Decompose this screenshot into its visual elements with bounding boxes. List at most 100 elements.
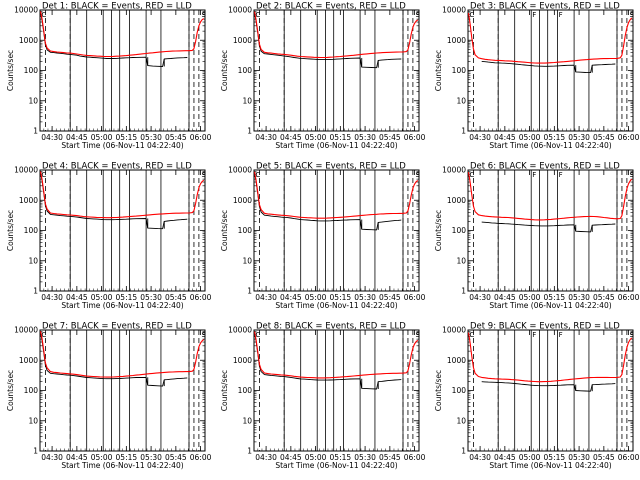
y-tick-label: 10 bbox=[242, 96, 252, 105]
x-tick-label: 06:00 bbox=[404, 453, 426, 462]
y-tick-label: 100 bbox=[238, 386, 253, 395]
y-tick-label: 1 bbox=[33, 127, 38, 136]
y-tick-label: 1000 bbox=[233, 196, 252, 205]
y-tick-label: 100 bbox=[452, 226, 467, 235]
series-events-line bbox=[481, 221, 616, 233]
interval-marker: F bbox=[532, 331, 536, 339]
interval-marker: C bbox=[255, 331, 260, 339]
x-tick-label: 05:00 bbox=[305, 293, 327, 302]
x-tick-label: 04:45 bbox=[494, 133, 516, 142]
x-tick-label: 05:15 bbox=[116, 453, 138, 462]
x-tick-label: 04:30 bbox=[469, 453, 491, 462]
y-tick-label: 10000 bbox=[14, 326, 38, 335]
x-tick-label: 04:45 bbox=[494, 453, 516, 462]
x-tick-label: 05:45 bbox=[379, 133, 401, 142]
x-tick-label: 05:00 bbox=[305, 133, 327, 142]
series-lld-line bbox=[467, 332, 633, 383]
panel-det-6: Det 6: BLACK = Events, RED = LLD 1 10 100 10… bbox=[434, 162, 640, 311]
panel-title: Det 1: BLACK = Events, RED = LLD bbox=[42, 2, 192, 12]
y-tick-label: 10 bbox=[242, 256, 252, 265]
y-tick-label: 1000 bbox=[233, 356, 252, 365]
interval-marker: S bbox=[202, 11, 207, 19]
x-tick-label: 05:45 bbox=[165, 293, 187, 302]
interval-marker: F bbox=[532, 11, 536, 19]
panel-det-5: Det 5: BLACK = Events, RED = LLD 1 10 100 10… bbox=[220, 162, 426, 311]
x-tick-label: 04:30 bbox=[41, 453, 63, 462]
x-axis-label: Start Time (06-Nov-11 04:22:40) bbox=[61, 141, 183, 150]
panel-title: Det 9: BLACK = Events, RED = LLD bbox=[470, 322, 620, 332]
y-tick-label: 1 bbox=[461, 447, 466, 456]
y-tick-label: 10000 bbox=[442, 6, 466, 15]
x-tick-label: 05:15 bbox=[544, 133, 566, 142]
x-tick-label: 06:00 bbox=[190, 453, 212, 462]
x-tick-label: 04:30 bbox=[469, 133, 491, 142]
panel-det-3: Det 3: BLACK = Events, RED = LLD 1 10 100 10… bbox=[434, 2, 640, 151]
series-lld-line bbox=[467, 12, 633, 64]
x-tick-label: 05:30 bbox=[568, 453, 590, 462]
x-tick-label: 05:00 bbox=[91, 133, 113, 142]
interval-marker: C bbox=[41, 171, 46, 179]
x-axis-label: Start Time (06-Nov-11 04:22:40) bbox=[275, 301, 397, 310]
x-tick-label: 05:15 bbox=[330, 133, 352, 142]
series-lld-line bbox=[253, 331, 419, 379]
y-axis-label: Counts/sec bbox=[434, 50, 443, 91]
x-axis-label: Start Time (06-Nov-11 04:22:40) bbox=[489, 141, 611, 150]
panel-title: Det 5: BLACK = Events, RED = LLD bbox=[256, 162, 406, 172]
x-tick-label: 05:15 bbox=[116, 133, 138, 142]
x-tick-label: 04:30 bbox=[41, 133, 63, 142]
x-tick-label: 04:45 bbox=[494, 293, 516, 302]
y-tick-label: 100 bbox=[24, 386, 39, 395]
y-tick-label: 1 bbox=[247, 287, 252, 296]
y-tick-label: 10000 bbox=[228, 166, 252, 175]
x-tick-label: 05:30 bbox=[140, 453, 162, 462]
plot-frame bbox=[39, 169, 206, 292]
y-tick-label: 100 bbox=[238, 226, 253, 235]
x-axis-label: Start Time (06-Nov-11 04:22:40) bbox=[275, 461, 397, 470]
x-tick-label: 05:30 bbox=[568, 133, 590, 142]
y-tick-label: 10 bbox=[456, 416, 466, 425]
y-tick-label: 1000 bbox=[19, 356, 38, 365]
series-events-line bbox=[481, 60, 616, 74]
x-tick-label: 04:30 bbox=[469, 293, 491, 302]
y-tick-label: 10000 bbox=[14, 166, 38, 175]
y-axis-label: Counts/sec bbox=[434, 370, 443, 411]
plot-frame bbox=[467, 329, 634, 452]
y-tick-label: 10000 bbox=[14, 6, 38, 15]
x-tick-label: 05:15 bbox=[330, 453, 352, 462]
x-tick-label: 05:45 bbox=[379, 453, 401, 462]
y-tick-label: 1 bbox=[461, 287, 466, 296]
y-axis-label: Counts/sec bbox=[6, 210, 15, 251]
interval-marker: S bbox=[630, 11, 635, 19]
plot-frame bbox=[253, 329, 420, 452]
x-tick-label: 06:00 bbox=[618, 133, 640, 142]
y-tick-label: 100 bbox=[452, 66, 467, 75]
x-tick-label: 04:45 bbox=[66, 453, 88, 462]
y-tick-label: 10000 bbox=[442, 326, 466, 335]
series-events-line bbox=[40, 332, 188, 387]
x-tick-label: 05:00 bbox=[91, 453, 113, 462]
panel-title: Det 8: BLACK = Events, RED = LLD bbox=[256, 322, 406, 332]
x-tick-label: 05:45 bbox=[165, 133, 187, 142]
x-tick-label: 06:00 bbox=[618, 293, 640, 302]
interval-marker: C bbox=[41, 11, 46, 19]
x-tick-label: 05:30 bbox=[140, 293, 162, 302]
y-axis-label: Counts/sec bbox=[6, 50, 15, 91]
x-tick-label: 04:45 bbox=[280, 293, 302, 302]
x-tick-label: 04:45 bbox=[280, 453, 302, 462]
x-axis-label: Start Time (06-Nov-11 04:22:40) bbox=[61, 461, 183, 470]
interval-marker: F bbox=[559, 11, 563, 19]
y-tick-label: 1000 bbox=[19, 196, 38, 205]
y-axis-label: Counts/sec bbox=[220, 370, 229, 411]
interval-marker: F bbox=[532, 171, 536, 179]
y-tick-label: 100 bbox=[24, 66, 39, 75]
interval-marker: C bbox=[255, 171, 260, 179]
y-axis-label: Counts/sec bbox=[6, 370, 15, 411]
x-tick-label: 05:00 bbox=[519, 293, 541, 302]
interval-marker: S bbox=[630, 171, 635, 179]
series-events-line bbox=[254, 172, 402, 231]
y-tick-label: 1000 bbox=[447, 36, 466, 45]
y-tick-label: 10 bbox=[28, 96, 38, 105]
plot-frame bbox=[39, 329, 206, 452]
interval-marker: F bbox=[559, 331, 563, 339]
